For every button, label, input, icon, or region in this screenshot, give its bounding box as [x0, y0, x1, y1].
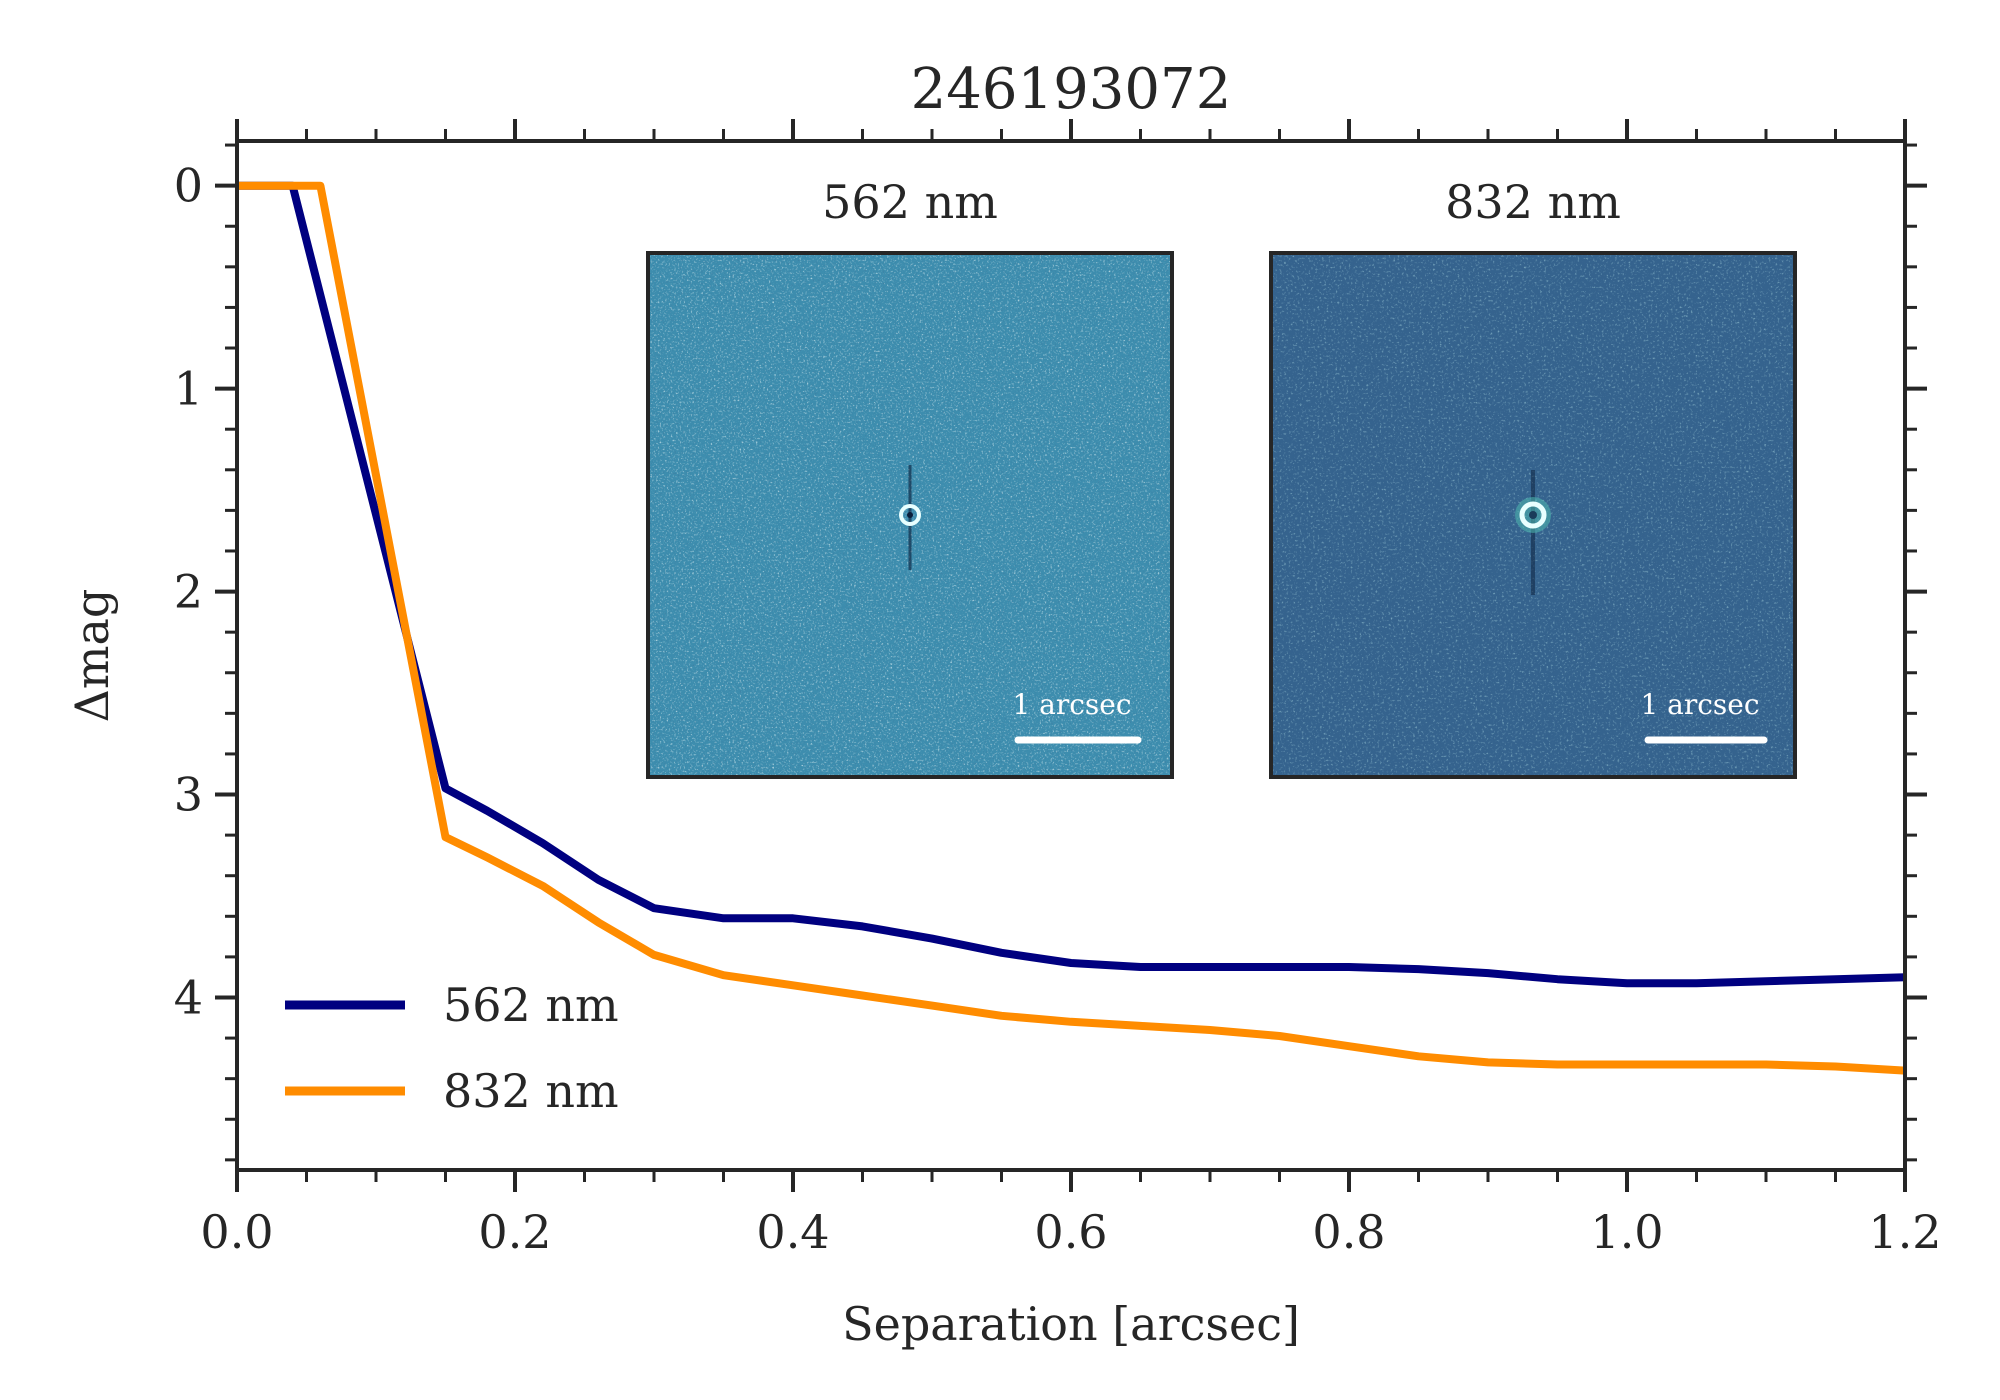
series-line-2 [237, 181, 1906, 1075]
x-tick-label: 0.2 [478, 1205, 551, 1259]
inset-star-ring [899, 504, 921, 526]
legend-label: 562 nm [443, 978, 619, 1032]
x-tick-label: 0.4 [756, 1205, 829, 1259]
x-tick-label: 0.6 [1034, 1205, 1107, 1259]
ticks-group: 0.0 0.2 0.4 0.6 0.8 1.0 1.2 0 1 2 3 4 [174, 119, 1942, 1259]
y-tick-label: 1 [174, 362, 203, 416]
inset-scale-label: 1 arcsec [1012, 688, 1131, 721]
y-tick-label: 3 [174, 768, 203, 822]
inset-frame [646, 251, 1174, 779]
legend-label: 832 nm [443, 1064, 619, 1118]
x-tick-label: 0.0 [200, 1205, 273, 1259]
series-group [237, 181, 1906, 1075]
inset-frame [1269, 251, 1797, 779]
inset-title: 562 nm [822, 175, 998, 229]
y-tick-label: 2 [174, 565, 203, 619]
inset-image-562: 562 nm 1 arcsec [646, 175, 1174, 779]
y-tick-label: 0 [174, 159, 203, 213]
x-tick-label: 0.8 [1312, 1205, 1385, 1259]
x-axis-label: Separation [arcsec] [842, 1297, 1300, 1351]
legend: 562 nm 832 nm [285, 978, 619, 1118]
inset-star-core [1529, 511, 1537, 519]
y-tick-label: 4 [174, 970, 203, 1024]
inset-title: 832 nm [1445, 175, 1621, 229]
series-line-1 [237, 181, 1906, 988]
y-axis-label: Δmag [65, 589, 119, 723]
x-tick-label: 1.0 [1590, 1205, 1663, 1259]
x-tick-label: 1.2 [1868, 1205, 1941, 1259]
inset-image-832: 832 nm 1 arcsec [1269, 175, 1797, 779]
inset-scale-label: 1 arcsec [1640, 688, 1759, 721]
inset-star-ring [1519, 501, 1547, 529]
chart-title: 246193072 [911, 57, 1232, 122]
inset-star-core [907, 512, 913, 518]
